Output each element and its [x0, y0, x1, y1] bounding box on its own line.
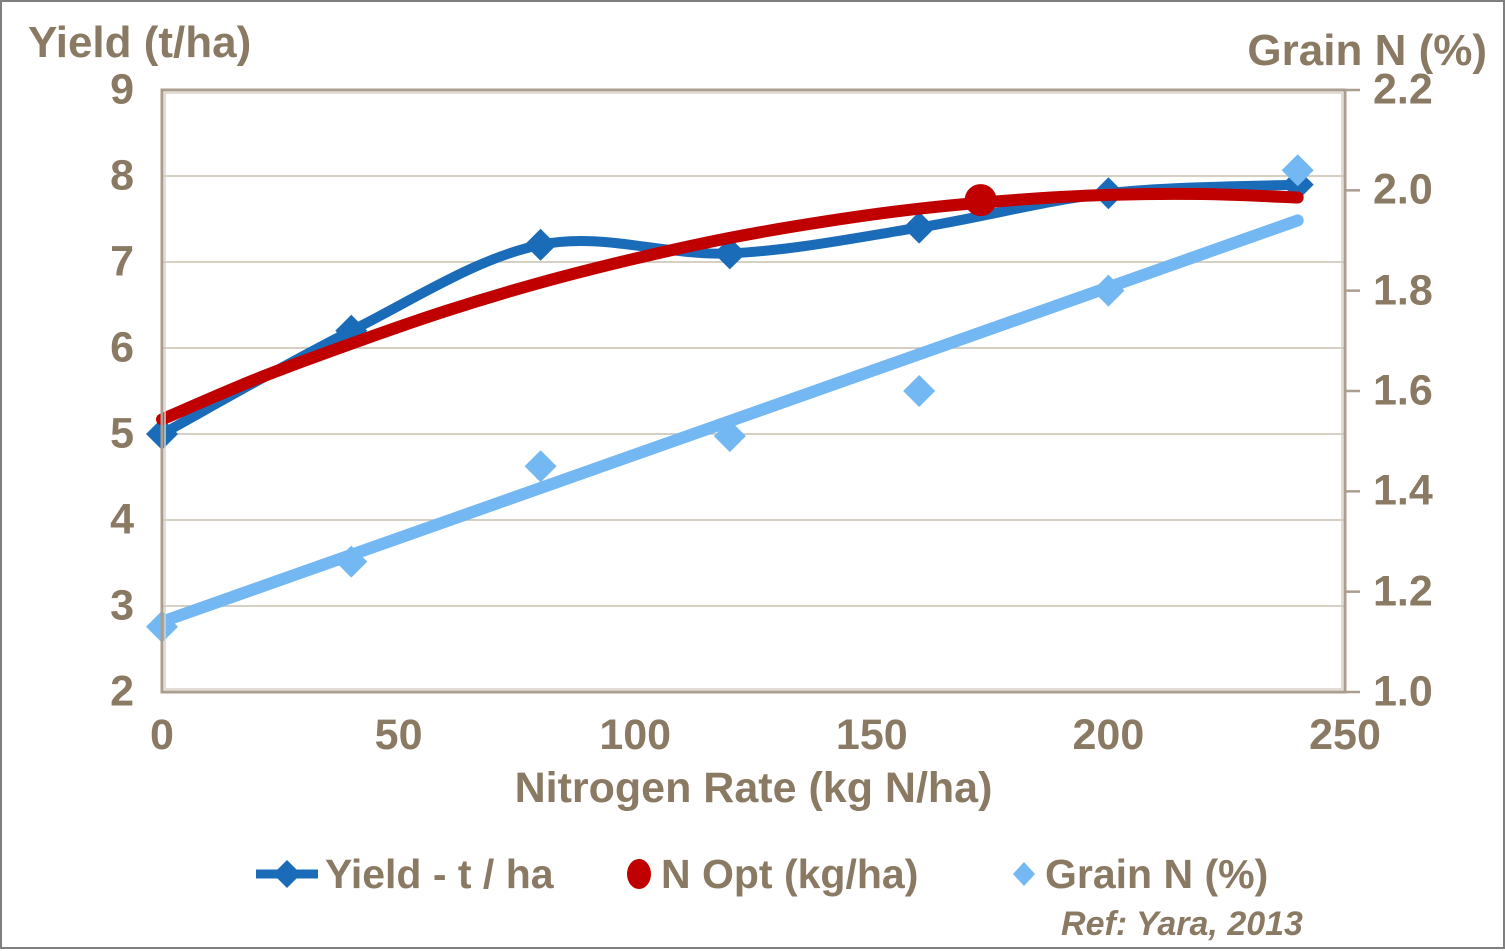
left-tick-9: 9 — [110, 65, 134, 114]
legend-item-grain-n: Grain N (%) — [1010, 848, 1268, 900]
right-tick-2.2: 2.2 — [1373, 65, 1433, 114]
nopt-circle-icon — [627, 859, 651, 889]
data-point-diamond — [524, 450, 557, 483]
reference-note: Ref: Yara, 2013 — [1061, 905, 1303, 943]
data-point-diamond — [335, 545, 368, 578]
left-tick-7: 7 — [110, 237, 134, 286]
x-tick-0: 0 — [150, 711, 174, 759]
left-tick-3: 3 — [110, 581, 134, 630]
yield-line-diamond-icon — [256, 860, 318, 888]
x-tick-200: 200 — [1072, 711, 1145, 759]
x-tick-100: 100 — [599, 711, 672, 759]
legend-item-nopt: N Opt (kg/ha) — [624, 848, 918, 900]
right-axis-title: Grain N (%) — [1247, 26, 1487, 75]
right-tick-1.8: 1.8 — [1373, 266, 1433, 315]
data-point-diamond — [713, 420, 746, 453]
right-tick-1.6: 1.6 — [1373, 366, 1433, 415]
data-point-diamond — [903, 375, 936, 407]
x-tick-50: 50 — [374, 711, 423, 759]
n-opt-point — [964, 184, 997, 217]
legend-label-nopt: N Opt (kg/ha) — [661, 850, 919, 897]
left-tick-5: 5 — [110, 409, 134, 458]
left-tick-6: 6 — [110, 323, 134, 372]
right-tick-1.0: 1.0 — [1373, 667, 1433, 716]
x-tick-150: 150 — [835, 711, 908, 759]
left-tick-8: 8 — [110, 151, 134, 200]
left-tick-4: 4 — [110, 495, 134, 544]
right-tick-1.2: 1.2 — [1373, 567, 1433, 616]
data-point-diamond — [1281, 154, 1314, 187]
plot-border — [160, 88, 1347, 694]
x-axis-title: Nitrogen Rate (kg N/ha) — [514, 764, 993, 812]
data-point-diamond — [903, 211, 936, 244]
data-point-diamond — [524, 228, 557, 261]
legend-label-grain-n: Grain N (%) — [1045, 850, 1269, 897]
chart-legend: Yield - t / ha N Opt (kg/ha) Grain N (%) — [2, 848, 1382, 900]
plot-border-inner — [164, 92, 1343, 690]
series-line-yield-t-ha — [157, 179, 1303, 439]
data-point-diamond — [1092, 274, 1125, 307]
x-tick-250: 250 — [1309, 711, 1381, 759]
grain-n-diamond-icon — [1013, 862, 1035, 886]
series-line-n-opt-kg-ha- — [156, 187, 1304, 426]
left-tick-2: 2 — [110, 667, 134, 716]
left-axis-title: Yield (t/ha) — [28, 18, 252, 67]
legend-label-yield: Yield - t / ha — [325, 850, 554, 897]
right-tick-1.4: 1.4 — [1373, 466, 1433, 515]
legend-item-yield: Yield - t / ha — [254, 848, 554, 900]
right-tick-2.0: 2.0 — [1373, 165, 1433, 214]
